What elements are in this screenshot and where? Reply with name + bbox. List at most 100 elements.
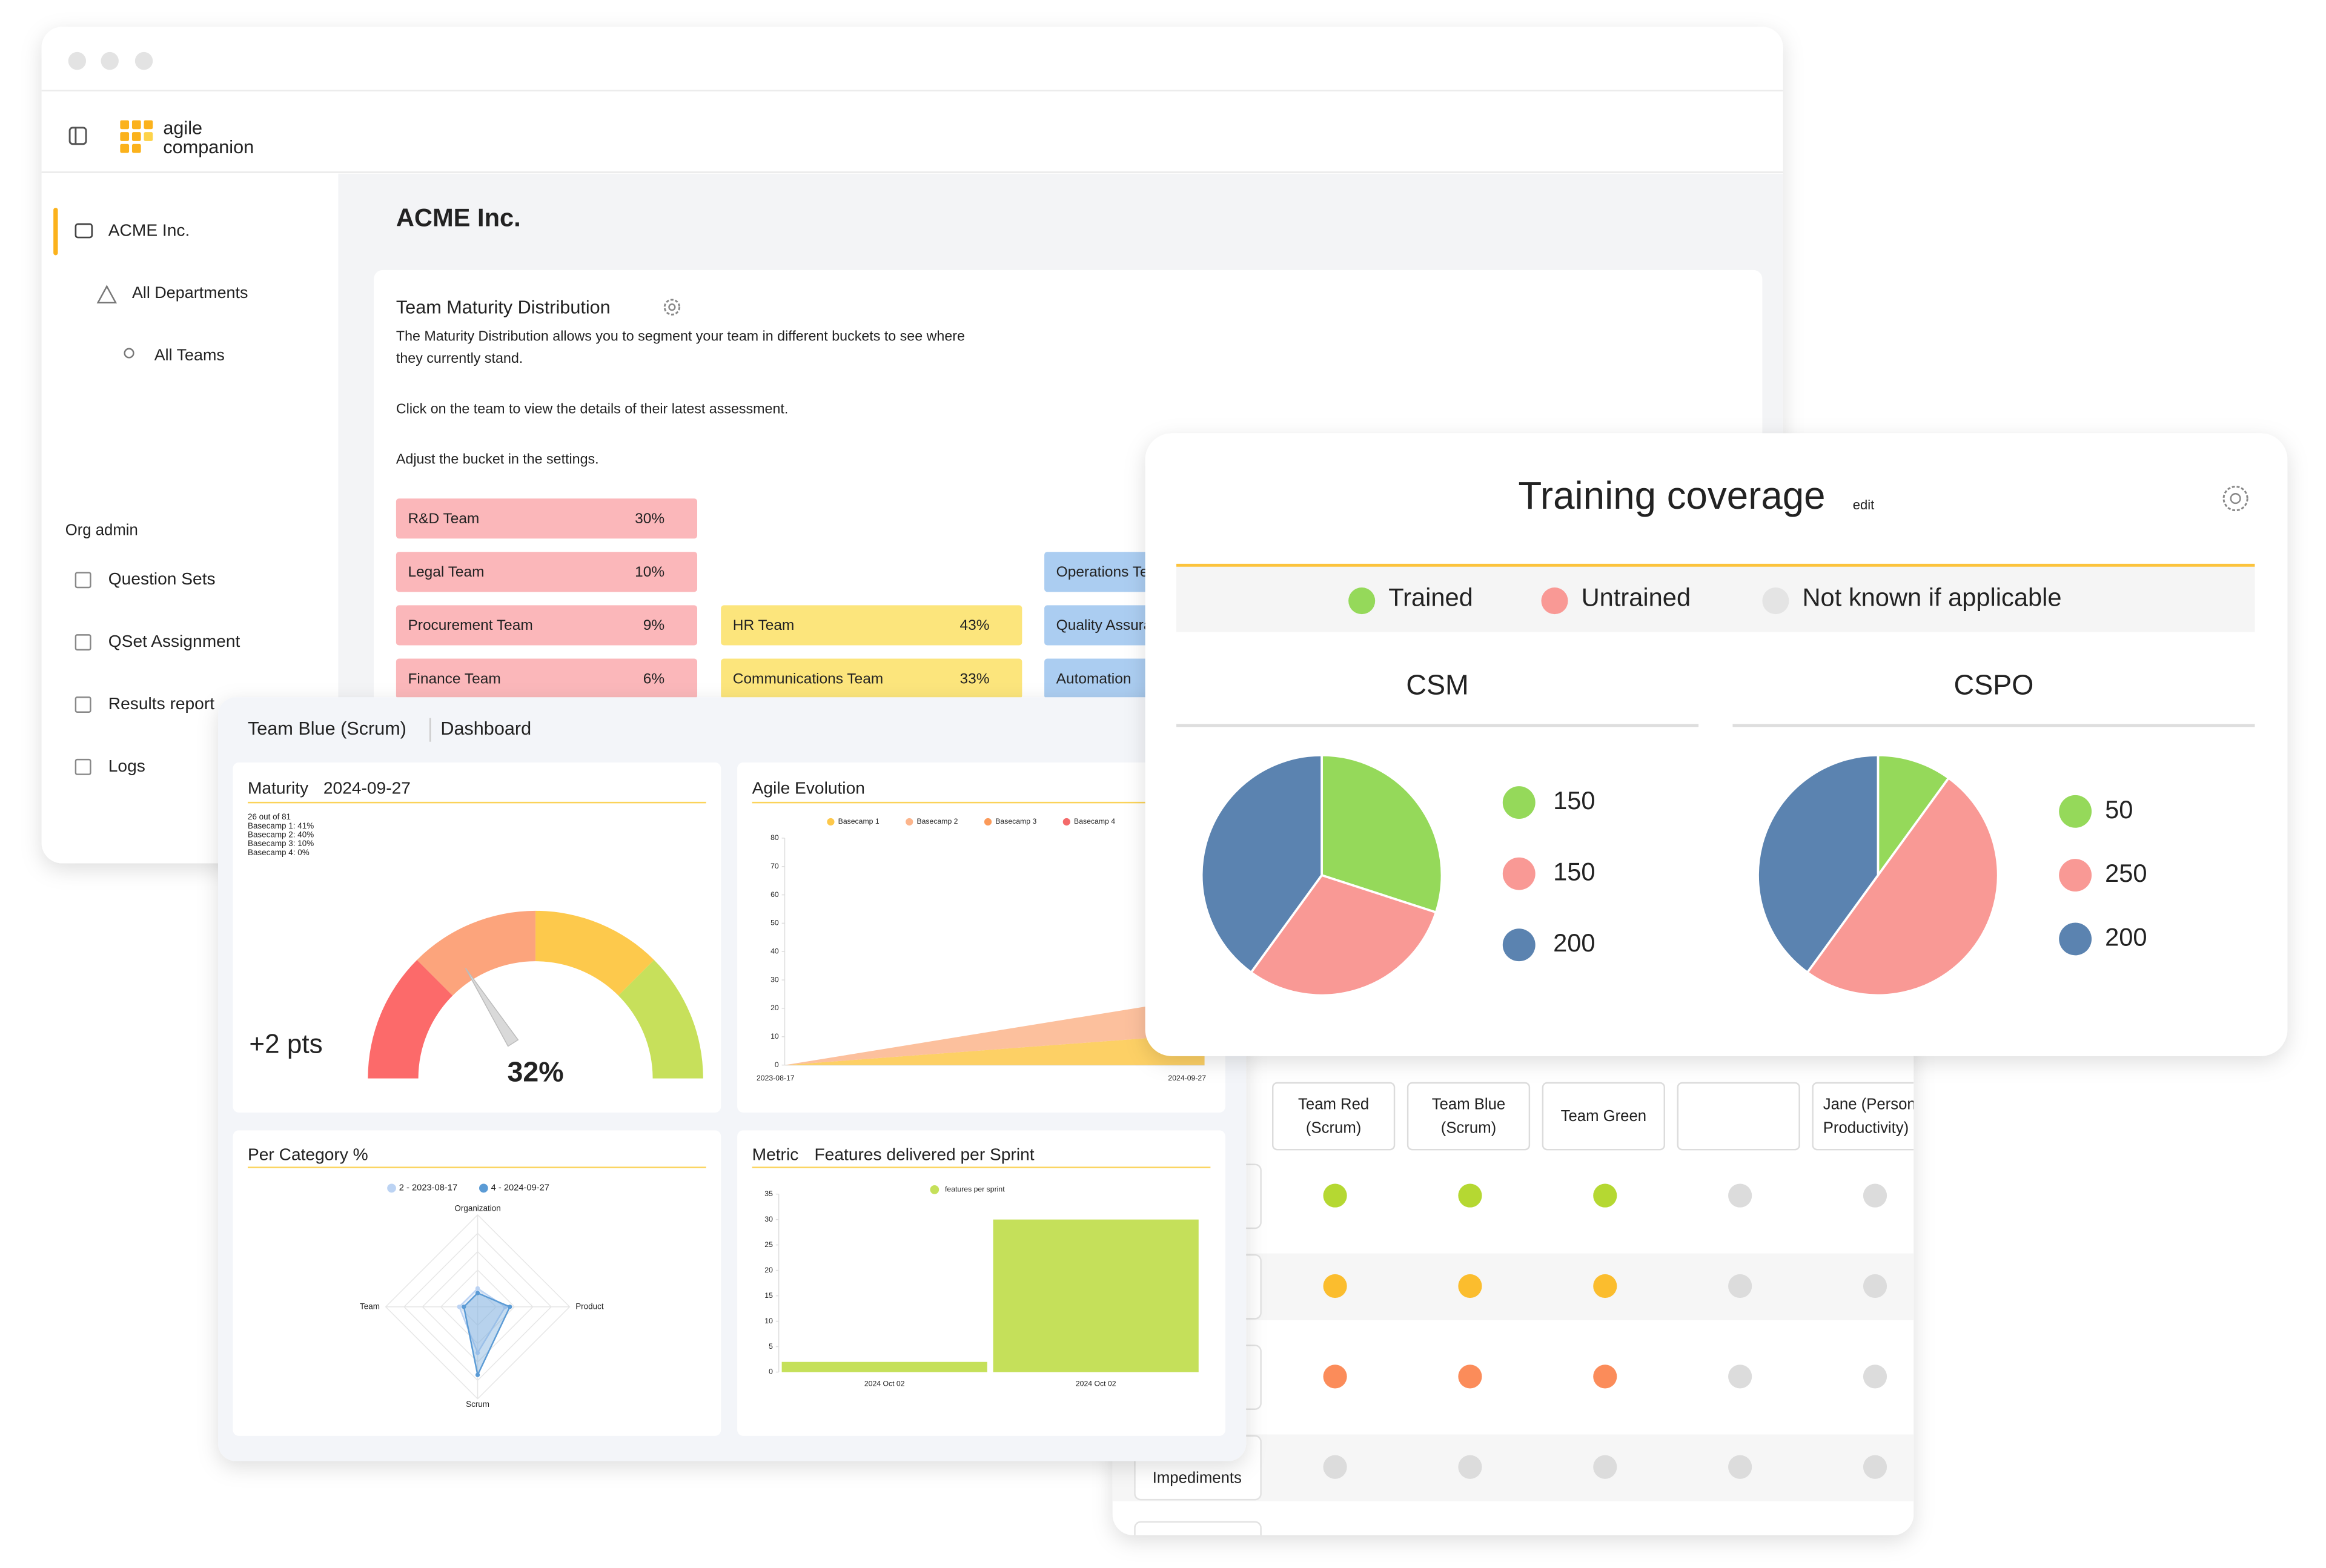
- org-icon: [75, 223, 93, 239]
- dashboard-tab[interactable]: Dashboard: [440, 718, 531, 739]
- sidebar-toggle[interactable]: [68, 127, 87, 145]
- dashboard-panel: [233, 1130, 721, 1436]
- panel-title: Agile Evolution: [752, 779, 865, 798]
- training-window: Training coverage edit Trained Untrained Not…: [1145, 433, 2288, 1056]
- logo-cell: [120, 132, 130, 141]
- bucket-team-name: R&D Team: [408, 511, 479, 527]
- pie-slice: [1757, 753, 1880, 974]
- active-indicator: [53, 208, 58, 256]
- settings-icon[interactable]: [2222, 486, 2248, 512]
- pie-title: CSM: [1406, 669, 1468, 700]
- card-description: they currently stand.: [396, 350, 523, 366]
- legend-swatch: [387, 1183, 396, 1193]
- legend-swatch: [1762, 587, 1789, 615]
- sidebar-item[interactable]: All Departments: [132, 283, 248, 302]
- logo-cell: [144, 132, 153, 141]
- y-tick-label: 0: [769, 1368, 773, 1376]
- column-header-text: Productivity): [1823, 1120, 1909, 1137]
- status-dot: [1458, 1183, 1482, 1208]
- column-header[interactable]: [1407, 1082, 1531, 1151]
- window-dot: [101, 51, 119, 70]
- panel-subtitle: Features delivered per Sprint: [814, 1145, 1034, 1163]
- sidebar-admin-item[interactable]: Question Sets: [108, 569, 216, 588]
- logo-cell: [120, 144, 130, 153]
- training-title: Training coverage: [1518, 474, 1825, 517]
- column-header[interactable]: [1812, 1082, 1935, 1151]
- column-header-text: Jane (Personal: [1823, 1096, 1928, 1113]
- bucket-team[interactable]: [721, 605, 1022, 646]
- bar: [993, 1219, 1199, 1372]
- legend-label: Untrained: [1582, 583, 1691, 612]
- pie-legend-swatch: [1502, 857, 1536, 890]
- legend-swatch: [906, 818, 913, 826]
- bucket-team-share: 43%: [959, 617, 989, 633]
- bucket-team-share: 30%: [635, 511, 664, 527]
- pie-legend-swatch: [2059, 859, 2092, 892]
- legend-label: features per sprint: [945, 1185, 1005, 1194]
- status-dot: [1593, 1183, 1617, 1208]
- bucket-team[interactable]: [396, 605, 698, 646]
- logo-cell: [120, 120, 130, 130]
- column-header[interactable]: [1542, 1082, 1665, 1151]
- radar-point: [475, 1291, 480, 1295]
- bucket-team-name: Communications Team: [733, 670, 883, 687]
- sidebar-org[interactable]: ACME Inc.: [108, 221, 190, 240]
- bucket-team[interactable]: [396, 658, 698, 699]
- sidebar-admin-item[interactable]: Logs: [108, 756, 145, 775]
- row-label: Impediments: [1153, 1470, 1242, 1487]
- status-dot: [1728, 1365, 1752, 1389]
- legend-swatch: [1541, 587, 1568, 615]
- bucket-team[interactable]: [721, 658, 1022, 699]
- radar-axis-label: Product: [575, 1302, 604, 1311]
- radar-point: [475, 1372, 480, 1377]
- settings-icon[interactable]: [663, 299, 681, 316]
- sidebar-admin-item[interactable]: QSet Assignment: [108, 632, 240, 650]
- card-description: The Maturity Distribution allows you to …: [396, 328, 965, 343]
- x-tick-label: 2024 Oct 02: [1076, 1379, 1116, 1388]
- bucket-team-share: 9%: [643, 617, 664, 633]
- gauge-segment: [618, 959, 703, 1079]
- dashboard-team: Team Blue (Scrum): [248, 718, 406, 739]
- radar-axis-label: Team: [360, 1302, 380, 1311]
- column-header-text: Team Red: [1298, 1096, 1369, 1113]
- bucket-team-name: Procurement Team: [408, 617, 532, 633]
- brand-name: companion: [163, 137, 254, 157]
- legend-label: Basecamp 1: [838, 817, 880, 825]
- column-header[interactable]: [1272, 1082, 1396, 1151]
- y-tick-label: 15: [764, 1291, 773, 1300]
- status-dot: [1458, 1274, 1482, 1298]
- logo-cell: [144, 120, 153, 130]
- sidebar-admin-item[interactable]: Results report: [108, 694, 214, 713]
- x-tick-label: 2024 Oct 02: [864, 1379, 905, 1388]
- status-dot: [1728, 1183, 1752, 1208]
- gauge-value: 32%: [508, 1056, 564, 1088]
- pie-slice: [1877, 753, 1950, 879]
- status-dot: [1458, 1365, 1482, 1389]
- legend-label: 2 - 2023-08-17: [399, 1183, 457, 1193]
- dashboard-window: Team Blue (Scrum) Dashboard Maturity 2024-0…: [218, 697, 1247, 1461]
- y-tick-label: 5: [769, 1342, 773, 1351]
- card-hint: Click on the team to view the details of…: [396, 400, 788, 416]
- radar-point: [475, 1286, 480, 1291]
- legend-band: [1176, 565, 2255, 632]
- radar-point: [462, 1305, 466, 1309]
- settings-icon-hub: [668, 303, 676, 311]
- sidebar-item[interactable]: All Teams: [154, 346, 225, 364]
- legend-label: 4 - 2024-09-27: [491, 1183, 549, 1193]
- column-header-text: Team Blue: [1432, 1096, 1505, 1113]
- pie-legend-value: 150: [1553, 858, 1595, 886]
- bucket-team[interactable]: [396, 498, 698, 539]
- pie-title: CSPO: [1954, 669, 2034, 700]
- edit-link[interactable]: edit: [1853, 497, 1875, 512]
- pie-legend-swatch: [1502, 786, 1536, 819]
- logo-cell: [131, 132, 141, 141]
- panel-title: Maturity: [248, 779, 309, 798]
- card-title: Team Maturity Distribution: [396, 297, 611, 318]
- pie-slice: [1806, 776, 1999, 996]
- bucket-team[interactable]: [396, 552, 698, 592]
- gauge-stat: Basecamp 3: 10%: [248, 839, 314, 848]
- column-header-text: (Scrum): [1441, 1120, 1496, 1137]
- column-header[interactable]: [1677, 1082, 1800, 1151]
- gauge-needle: [465, 967, 519, 1047]
- status-dot: [1728, 1274, 1752, 1298]
